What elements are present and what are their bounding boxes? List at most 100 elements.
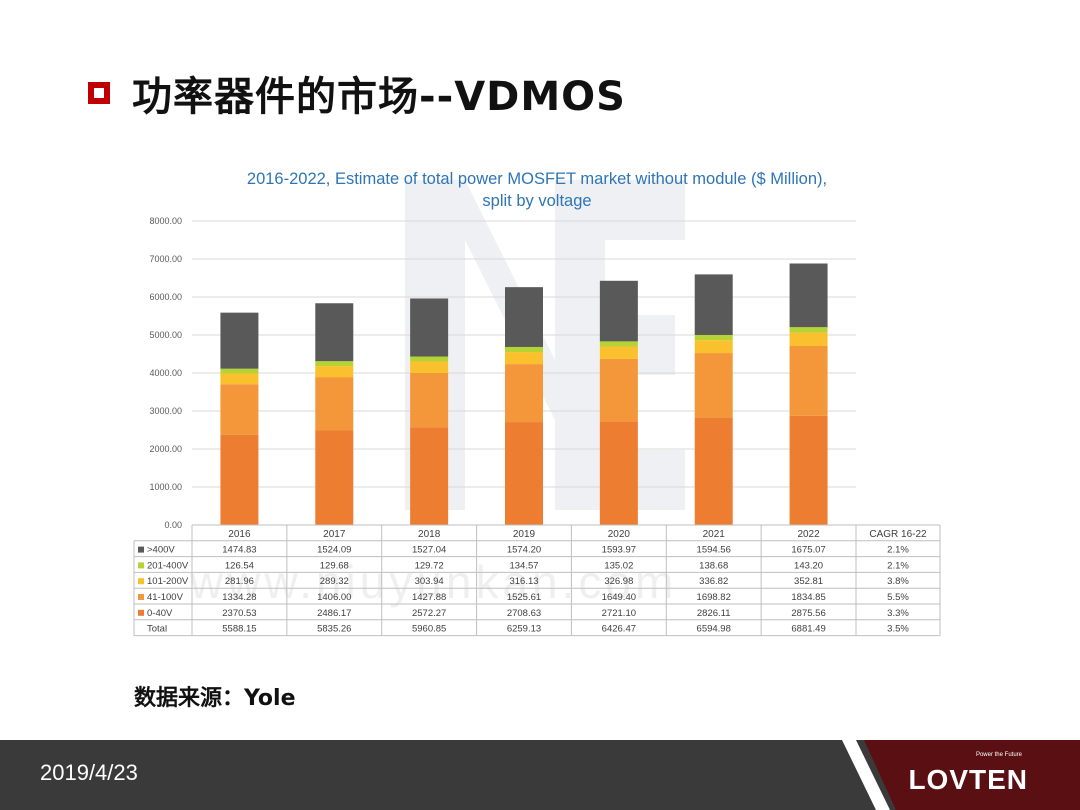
data-label: 352.81: [794, 576, 823, 587]
bar-segment: [789, 346, 828, 416]
cagr-value: 2.1%: [887, 545, 909, 556]
bar-segment: [410, 361, 449, 373]
bar-segment: [599, 421, 638, 525]
data-label: 281.96: [225, 576, 254, 587]
bar-segment: [789, 263, 828, 328]
legend-label: Total: [147, 624, 167, 635]
data-label: 6259.13: [507, 624, 541, 635]
bar-segment: [410, 372, 449, 428]
data-label: 1524.09: [317, 545, 351, 556]
data-label: 2826.11: [697, 608, 731, 619]
data-label: 1525.61: [507, 592, 541, 603]
bar-segment: [505, 346, 543, 353]
bar-segment: [599, 341, 638, 347]
bar-segment: [599, 358, 638, 422]
data-label: 1527.04: [412, 545, 446, 556]
footer-date: 2019/4/23: [40, 760, 138, 785]
x-category-label: 2018: [418, 529, 441, 540]
data-label: 336.82: [699, 576, 728, 587]
data-label: 289.32: [320, 576, 349, 587]
data-label: 134.57: [509, 560, 538, 571]
legend-label: 0-40V: [147, 608, 173, 619]
bar-segment: [220, 368, 259, 374]
slide-title-row: 功率器件的市场--VDMOS: [88, 62, 626, 124]
bar-segment: [694, 334, 733, 341]
bar-segment: [410, 427, 449, 525]
y-tick-label: 8000.00: [149, 216, 182, 226]
y-tick-label: 4000.00: [149, 368, 182, 378]
cagr-value: 2.1%: [887, 560, 909, 571]
bar-segment: [220, 373, 259, 385]
y-tick-label: 6000.00: [149, 292, 182, 302]
bar-segment: [220, 384, 259, 435]
data-label: 5835.26: [317, 624, 351, 635]
bar-segment: [505, 422, 543, 525]
data-label: 129.72: [415, 560, 444, 571]
market-chart: 2016-2022, Estimate of total power MOSFE…: [133, 170, 941, 637]
data-label: 1649.40: [602, 592, 636, 603]
bar-segment: [789, 415, 828, 525]
data-label: 143.20: [794, 560, 823, 571]
legend-label: 201-400V: [147, 560, 189, 571]
slide-title: 功率器件的市场--VDMOS: [132, 74, 626, 120]
bar-segment: [220, 434, 259, 525]
data-label: 1593.97: [602, 545, 636, 556]
data-label: 6881.49: [791, 624, 825, 635]
data-label: 1594.56: [697, 545, 731, 556]
x-category-label: 2017: [323, 529, 346, 540]
data-label: 5588.15: [222, 624, 256, 635]
logo-tagline: Power the Future: [975, 752, 1022, 758]
data-label: 2572.27: [412, 608, 446, 619]
x-category-label: 2021: [703, 529, 726, 540]
data-label: 1474.83: [222, 545, 256, 556]
data-label: 126.54: [225, 560, 254, 571]
data-label: 2721.10: [602, 608, 636, 619]
bar-segment: [789, 332, 828, 347]
bar-segment: [505, 287, 543, 347]
cagr-value: 5.5%: [887, 592, 909, 603]
bar-segment: [789, 327, 828, 333]
data-label: 303.94: [415, 576, 444, 587]
bar-segment: [315, 361, 354, 367]
data-label: 135.02: [604, 560, 633, 571]
y-tick-label: 7000.00: [149, 254, 182, 264]
x-category-label: 2020: [608, 529, 631, 540]
bar-segment: [315, 303, 354, 362]
cagr-value: 3.3%: [887, 608, 909, 619]
chart-title-line: split by voltage: [482, 192, 591, 210]
bar-segment: [410, 356, 449, 362]
bar-segment: [694, 274, 733, 335]
square-bullet-icon: [88, 82, 110, 104]
legend-swatch: [138, 562, 144, 569]
legend-label: >400V: [147, 545, 175, 556]
data-label: 1427.88: [412, 592, 446, 603]
watermark-text: www.niuyunkan.com: [190, 556, 678, 608]
data-label: 1834.85: [791, 592, 825, 603]
bar-segment: [694, 353, 733, 418]
y-tick-label: 3000.00: [149, 406, 182, 416]
legend-swatch: [138, 578, 144, 585]
bar-segment: [599, 346, 638, 359]
y-tick-label: 1000.00: [149, 482, 182, 492]
cagr-value: 3.5%: [887, 624, 909, 635]
legend-label: 41-100V: [147, 592, 184, 603]
data-label: 1698.82: [697, 592, 731, 603]
data-label: 326.98: [604, 576, 633, 587]
footer-accent: [864, 740, 1080, 810]
bar-segment: [220, 312, 259, 369]
data-label: 1334.28: [222, 592, 256, 603]
data-label: 1406.00: [317, 592, 351, 603]
legend-swatch: [138, 594, 144, 600]
chart-title-line: 2016-2022, Estimate of total power MOSFE…: [247, 170, 827, 188]
bar-segment: [505, 352, 543, 365]
data-label: 6426.47: [602, 624, 636, 635]
data-label: 2875.56: [791, 608, 825, 619]
bar-segment: [599, 280, 638, 342]
data-label: 2486.17: [317, 608, 351, 619]
data-label: 2708.63: [507, 608, 541, 619]
legend-swatch: [138, 609, 144, 616]
data-label: 5960.85: [412, 624, 446, 635]
footer-bar: 2019/4/23 Power the Future LOVTEN: [0, 740, 1080, 810]
x-category-label: 2016: [228, 529, 251, 540]
data-label: 316.13: [509, 576, 538, 587]
